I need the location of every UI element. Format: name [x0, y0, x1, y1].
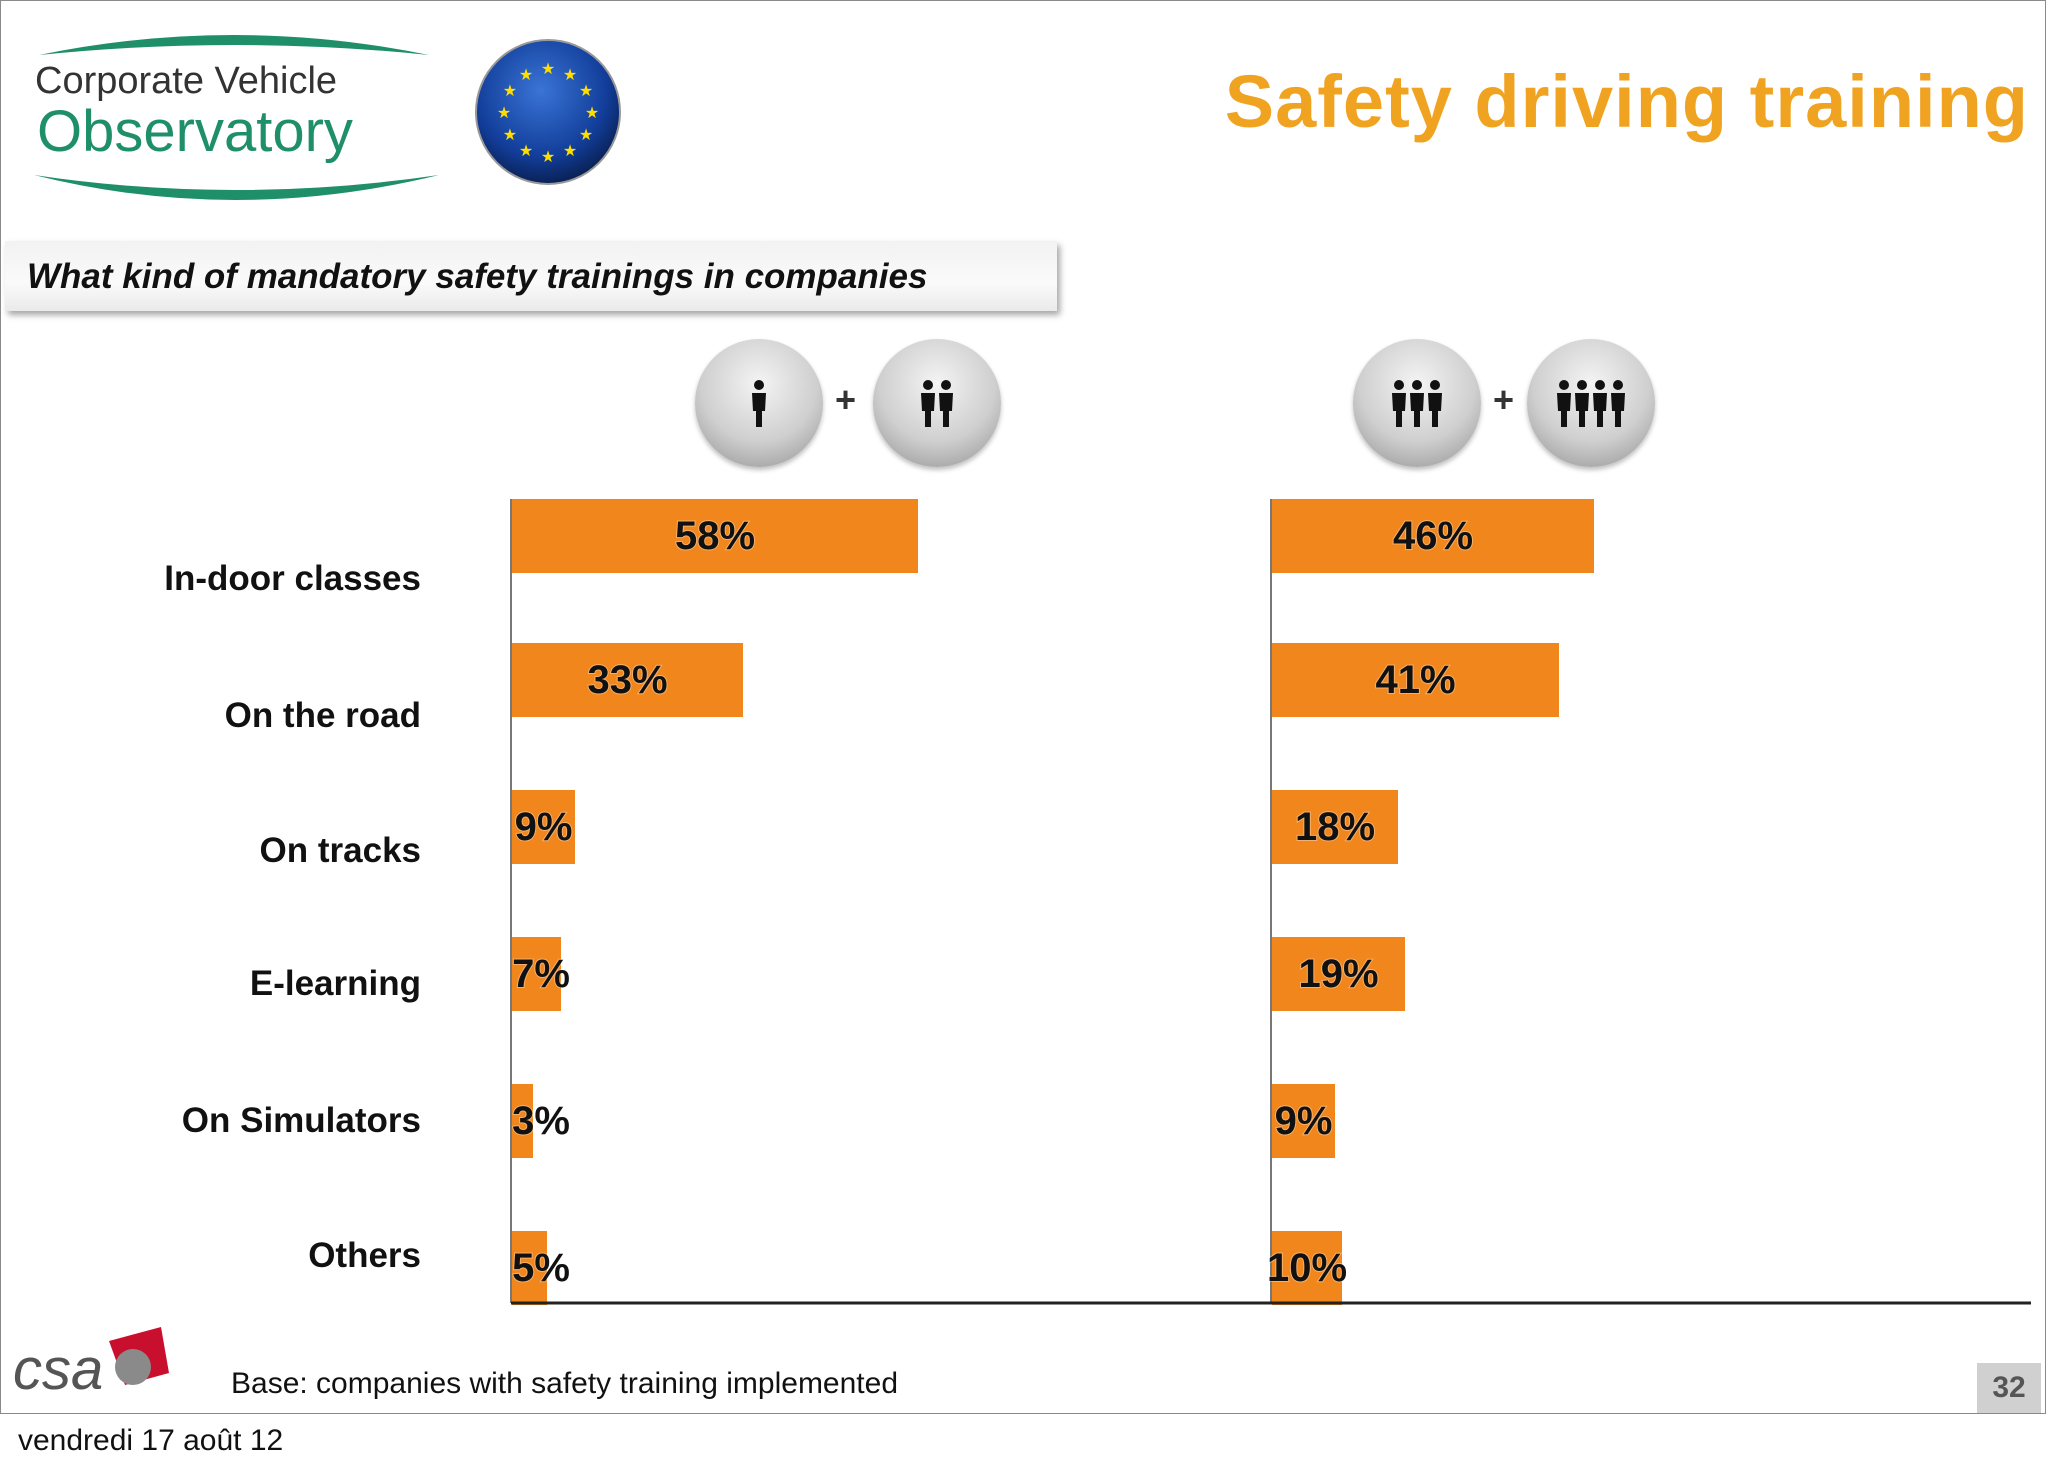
svg-text:★: ★: [503, 125, 517, 144]
data-label: 10%: [1267, 1246, 1347, 1290]
data-label: 19%: [1298, 952, 1378, 996]
category-label: On the road: [224, 696, 421, 735]
svg-text:★: ★: [519, 141, 533, 160]
three-persons-icon: [1353, 339, 1481, 467]
base-note: Base: companies with safety training imp…: [231, 1367, 899, 1400]
svg-text:csa: csa: [13, 1337, 103, 1399]
data-label: 41%: [1375, 658, 1455, 702]
corporate-vehicle-observatory-logo: Corporate Vehicle Observatory: [19, 25, 449, 213]
data-label: 33%: [587, 658, 667, 702]
data-label: 58%: [675, 514, 755, 558]
one-person-icon: [695, 339, 823, 467]
plus-sign: +: [1493, 379, 1515, 420]
plus-sign: +: [835, 379, 857, 420]
data-label: 9%: [515, 805, 573, 849]
bar-chart: 58% 33% 9% 7% 3% 5% 46% 41% 18% 19% 9% 10%: [510, 499, 2031, 1305]
bar: [1272, 790, 1398, 864]
data-label: 7%: [512, 952, 570, 996]
page-number: 32: [1977, 1363, 2041, 1413]
svg-text:★: ★: [579, 125, 593, 144]
svg-text:★: ★: [563, 65, 577, 84]
data-label: 3%: [512, 1099, 570, 1143]
eu-flag-icon: ★ ★ ★ ★ ★ ★ ★ ★ ★ ★ ★ ★: [473, 37, 623, 187]
question-text: What kind of mandatory safety trainings …: [27, 257, 928, 296]
svg-text:★: ★: [541, 59, 555, 78]
data-label: 46%: [1393, 514, 1473, 558]
svg-text:★: ★: [503, 81, 517, 100]
svg-text:★: ★: [579, 81, 593, 100]
category-label: E-learning: [249, 964, 421, 1003]
bar: [1272, 937, 1405, 1011]
bar: [512, 790, 575, 864]
svg-text:★: ★: [541, 147, 555, 166]
category-label: On Simulators: [181, 1101, 421, 1140]
svg-text:★: ★: [585, 103, 599, 122]
bar: [512, 643, 743, 717]
csa-logo: csa: [13, 1319, 173, 1402]
category-label: On tracks: [259, 831, 421, 870]
svg-text:★: ★: [497, 103, 511, 122]
data-label: 5%: [512, 1246, 570, 1290]
bar: [512, 937, 561, 1011]
bar: [512, 1231, 547, 1305]
logo-line1: Corporate Vehicle: [35, 60, 337, 102]
two-persons-icon: [873, 339, 1001, 467]
bar: [512, 1084, 533, 1158]
bar: [1272, 1084, 1335, 1158]
logo-line2: Observatory: [37, 99, 353, 164]
category-label: In-door classes: [164, 559, 421, 598]
bar: [512, 499, 918, 573]
question-banner: What kind of mandatory safety trainings …: [5, 241, 1057, 311]
footer-date: vendredi 17 août 12: [18, 1424, 284, 1457]
bar: [1272, 1231, 1342, 1305]
svg-text:★: ★: [563, 141, 577, 160]
slide: Corporate Vehicle Observatory ★ ★ ★ ★ ★ ★ ★ ★ ★ ★…: [0, 0, 2046, 1414]
category-label: Others: [308, 1236, 421, 1275]
four-persons-icon: [1527, 339, 1655, 467]
data-label: 9%: [1275, 1099, 1333, 1143]
svg-text:★: ★: [519, 65, 533, 84]
bar: [1272, 643, 1559, 717]
bar: [1272, 499, 1594, 573]
data-label: 18%: [1295, 805, 1375, 849]
page-title: Safety driving training: [1224, 60, 2029, 143]
